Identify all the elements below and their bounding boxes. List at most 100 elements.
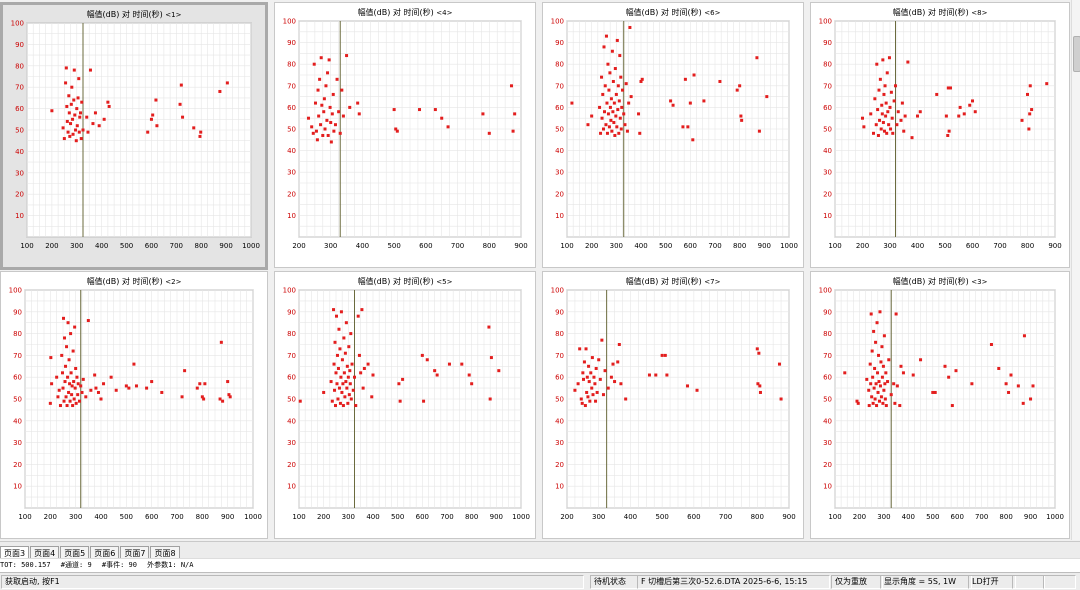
data-point bbox=[605, 131, 609, 135]
chart-panel[interactable]: 幅值(dB) 对 时间(秒) <8> 100 200 300 400 500 600 700 8… bbox=[810, 2, 1070, 268]
data-point bbox=[581, 377, 585, 381]
data-point bbox=[467, 373, 471, 377]
y-tick-label: 30 bbox=[823, 169, 832, 177]
data-point bbox=[81, 128, 85, 132]
data-point bbox=[738, 84, 742, 88]
chart-panel[interactable]: 幅值(dB) 对 时间(秒) <4> 200 300 400 500 600 700 800 9… bbox=[274, 2, 536, 268]
status-state: 待机状态 bbox=[590, 575, 638, 589]
data-point bbox=[957, 114, 961, 118]
chart-panel[interactable]: 幅值(dB) 对 时间(秒) <7> 200 300 400 500 600 700 800 9… bbox=[542, 271, 804, 539]
scatter-plot: 100 200 300 400 500 600 700 800 900 1000 10 20 30 40 5… bbox=[11, 20, 260, 251]
data-point bbox=[102, 117, 106, 121]
tab-page-4[interactable]: 页面4 bbox=[30, 546, 60, 561]
data-point bbox=[933, 390, 937, 394]
data-point bbox=[618, 54, 622, 58]
data-point bbox=[870, 349, 874, 353]
data-point bbox=[583, 404, 587, 408]
status-left: 获取启动, 按F1 bbox=[1, 575, 584, 589]
data-point bbox=[314, 129, 318, 133]
data-point bbox=[360, 308, 364, 312]
y-tick-label: 90 bbox=[823, 39, 832, 47]
data-point bbox=[68, 134, 72, 138]
tab-page-5[interactable]: 页面5 bbox=[60, 546, 90, 561]
y-tick-label: 10 bbox=[13, 483, 22, 491]
data-point bbox=[686, 125, 690, 129]
x-tick-label: 100 bbox=[560, 242, 573, 250]
data-point bbox=[620, 105, 624, 109]
chart-grid: 幅值(dB) 对 时间(秒) <1> 100 200 300 400 500 600 700 8… bbox=[0, 0, 1070, 540]
data-point bbox=[604, 34, 608, 38]
data-point bbox=[66, 321, 70, 325]
tab-page-8[interactable]: 页面8 bbox=[150, 546, 180, 561]
data-point bbox=[183, 369, 187, 373]
x-tick-label: 600 bbox=[416, 513, 429, 521]
chart-panel[interactable]: 幅值(dB) 对 时间(秒) <1> 100 200 300 400 500 600 700 8… bbox=[0, 2, 268, 270]
vertical-scrollbar[interactable] bbox=[1071, 0, 1080, 540]
data-point bbox=[603, 369, 607, 373]
x-tick-label: 200 bbox=[560, 513, 573, 521]
data-point bbox=[876, 108, 880, 112]
chart-panel[interactable]: 幅值(dB) 对 时间(秒) <3> 100 200 300 400 500 600 700 8… bbox=[810, 271, 1070, 539]
data-point bbox=[1031, 384, 1035, 388]
data-point bbox=[618, 116, 622, 120]
data-point bbox=[145, 386, 149, 390]
data-point bbox=[67, 94, 71, 98]
data-point bbox=[61, 126, 65, 130]
data-point bbox=[420, 353, 424, 357]
y-tick-label: 90 bbox=[555, 308, 564, 316]
x-tick-label: 800 bbox=[196, 513, 209, 521]
data-point bbox=[91, 122, 95, 126]
x-tick-label: 600 bbox=[684, 242, 697, 250]
x-tick-label: 700 bbox=[170, 242, 183, 250]
data-point bbox=[576, 382, 580, 386]
data-point bbox=[342, 371, 346, 375]
data-point bbox=[876, 133, 880, 137]
data-point bbox=[881, 58, 885, 62]
data-point bbox=[970, 382, 974, 386]
tab-page-3[interactable]: 页面3 bbox=[0, 546, 30, 561]
data-point bbox=[879, 360, 883, 364]
y-tick-label: 70 bbox=[555, 82, 564, 90]
data-point bbox=[611, 79, 615, 83]
x-tick-label: 1000 bbox=[242, 242, 260, 250]
y-tick-label: 80 bbox=[287, 330, 296, 338]
chart-panel[interactable]: 幅值(dB) 对 时间(秒) <6> 100 200 300 400 500 600 700 8… bbox=[542, 2, 804, 268]
x-tick-label: 700 bbox=[440, 513, 453, 521]
data-point bbox=[881, 401, 885, 405]
chart-panel[interactable]: 幅值(dB) 对 时间(秒) <5> 100 200 300 400 500 600 700 8… bbox=[274, 271, 536, 539]
data-point bbox=[899, 364, 903, 368]
y-tick-label: 40 bbox=[13, 417, 22, 425]
data-point bbox=[84, 395, 88, 399]
data-point bbox=[329, 121, 333, 125]
data-point bbox=[879, 395, 883, 399]
data-point bbox=[64, 66, 68, 70]
data-point bbox=[321, 133, 325, 137]
data-point bbox=[71, 132, 75, 136]
scrollbar-thumb[interactable] bbox=[1073, 36, 1080, 72]
data-point bbox=[615, 38, 619, 42]
data-point bbox=[872, 386, 876, 390]
tab-page-6[interactable]: 页面6 bbox=[90, 546, 120, 561]
y-tick-label: 70 bbox=[287, 352, 296, 360]
data-point bbox=[146, 130, 150, 134]
chart-panel[interactable]: 幅值(dB) 对 时间(秒) <2> 100 200 300 400 500 600 700 8… bbox=[0, 271, 268, 539]
data-point bbox=[342, 336, 346, 340]
data-point bbox=[195, 386, 199, 390]
data-point bbox=[899, 118, 903, 122]
data-point bbox=[86, 130, 90, 134]
data-point bbox=[203, 382, 207, 386]
data-point bbox=[598, 377, 602, 381]
data-point bbox=[74, 139, 78, 143]
y-tick-label: 30 bbox=[823, 439, 832, 447]
x-tick-label: 1000 bbox=[512, 513, 530, 521]
data-point bbox=[573, 388, 577, 392]
data-point bbox=[75, 107, 79, 111]
data-point bbox=[513, 112, 517, 116]
data-point bbox=[895, 384, 899, 388]
tab-page-7[interactable]: 页面7 bbox=[120, 546, 150, 561]
data-point bbox=[77, 77, 81, 81]
chart-title-text: 幅值(dB) 对 时间(秒) bbox=[892, 8, 969, 17]
data-point bbox=[867, 388, 871, 392]
data-point bbox=[460, 362, 464, 366]
x-tick-label: 700 bbox=[451, 242, 464, 250]
